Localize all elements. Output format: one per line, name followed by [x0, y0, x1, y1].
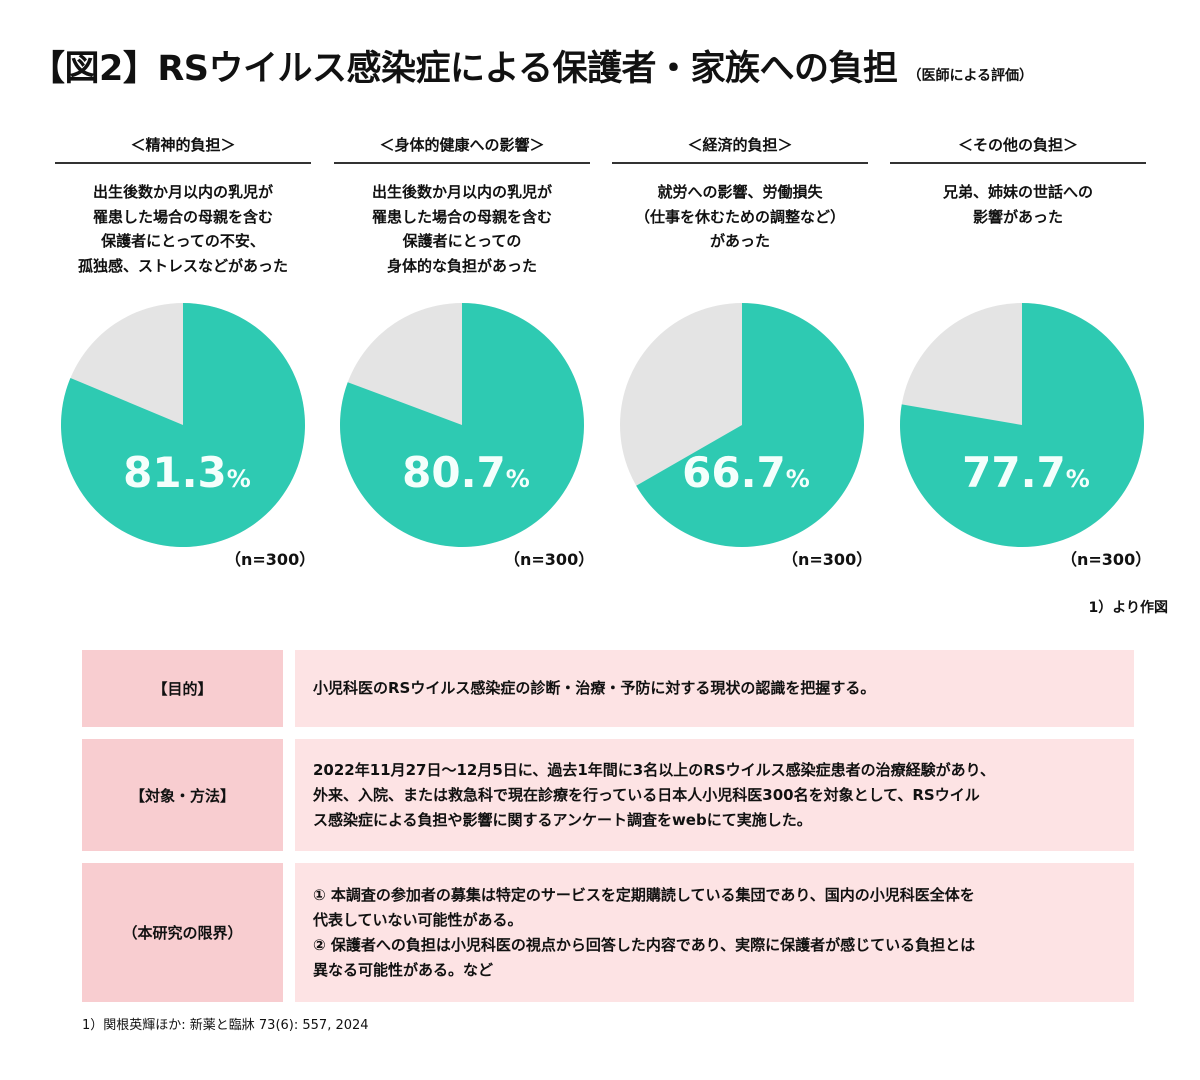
column-description: 就労への影響、労働損失 （仕事を休むための調整など） があった	[634, 183, 845, 250]
column-description: 出生後数か月以内の乳児が 罹患した場合の母親を含む 保護者にとっての 身体的な負…	[371, 183, 552, 275]
column-description: 兄弟、姉妹の世話への 影響があった	[942, 183, 1093, 226]
row-content: 小児科医のRSウイルス感染症の診断・治療・予防に対する現状の認識を把握する。	[295, 650, 1134, 727]
sample-size: （n=300）	[782, 550, 873, 569]
figure-subtitle: （医師による評価）	[907, 68, 1034, 84]
title-text: 【図2】RSウイルス感染症による保護者・家族への負担	[30, 49, 898, 89]
figure-title: 【図2】RSウイルス感染症による保護者・家族への負担 （医師による評価）	[30, 40, 1033, 91]
pie-slice-value	[60, 303, 306, 547]
sample-size: （n=300）	[504, 550, 595, 569]
pie-slice-value	[636, 303, 864, 547]
pie-slice-value	[339, 303, 584, 547]
column-economic: ＜経済的負担＞ 就労への影響、労働損失 （仕事を休むための調整など） があった	[612, 132, 868, 254]
footnote: 1）関根英輝ほか: 新薬と臨牀 73(6): 557, 2024	[82, 1018, 369, 1033]
row-label: （本研究の限界）	[82, 863, 283, 1002]
sample-size: （n=300）	[225, 550, 316, 569]
sample-size: （n=300）	[1061, 550, 1152, 569]
row-content: ① 本調査の参加者の募集は特定のサービスを定期購読している集団であり、国内の小児…	[295, 863, 1134, 1002]
row-label: 【目的】	[82, 650, 283, 727]
column-physical: ＜身体的健康への影響＞ 出生後数か月以内の乳児が 罹患した場合の母親を含む 保護…	[334, 132, 590, 278]
column-heading: ＜精神的負担＞	[55, 132, 311, 164]
pie-value-label: 66.7%	[682, 448, 810, 497]
column-heading: ＜身体的健康への影響＞	[334, 132, 590, 164]
column-description: 出生後数か月以内の乳児が 罹患した場合の母親を含む 保護者にとっての不安、 孤独…	[77, 183, 288, 275]
column-heading: ＜その他の負担＞	[890, 132, 1146, 164]
table-row-method: 【対象・方法】 2022年11月27日～12月5日に、過去1年間に3名以上のRS…	[82, 739, 1134, 851]
pie-value-label: 77.7%	[962, 448, 1090, 497]
table-row-purpose: 【目的】 小児科医のRSウイルス感染症の診断・治療・予防に対する現状の認識を把握…	[82, 650, 1134, 727]
row-label: 【対象・方法】	[82, 739, 283, 851]
pie-value-label: 81.3%	[123, 448, 251, 497]
source-note: 1）より作図	[1088, 600, 1168, 616]
column-mental: ＜精神的負担＞ 出生後数か月以内の乳児が 罹患した場合の母親を含む 保護者にとっ…	[55, 132, 311, 278]
pie-charts: 81.3% 80.7% 66.7% 77.7%	[60, 303, 1144, 547]
column-heading: ＜経済的負担＞	[612, 132, 868, 164]
table-row-limitations: （本研究の限界） ① 本調査の参加者の募集は特定のサービスを定期購読している集団…	[82, 863, 1134, 1002]
column-other: ＜その他の負担＞ 兄弟、姉妹の世話への 影響があった	[890, 132, 1146, 229]
row-content: 2022年11月27日～12月5日に、過去1年間に3名以上のRSウイルス感染症患…	[295, 739, 1134, 851]
pie-slice-value	[899, 303, 1144, 547]
pie-value-label: 80.7%	[402, 448, 530, 497]
